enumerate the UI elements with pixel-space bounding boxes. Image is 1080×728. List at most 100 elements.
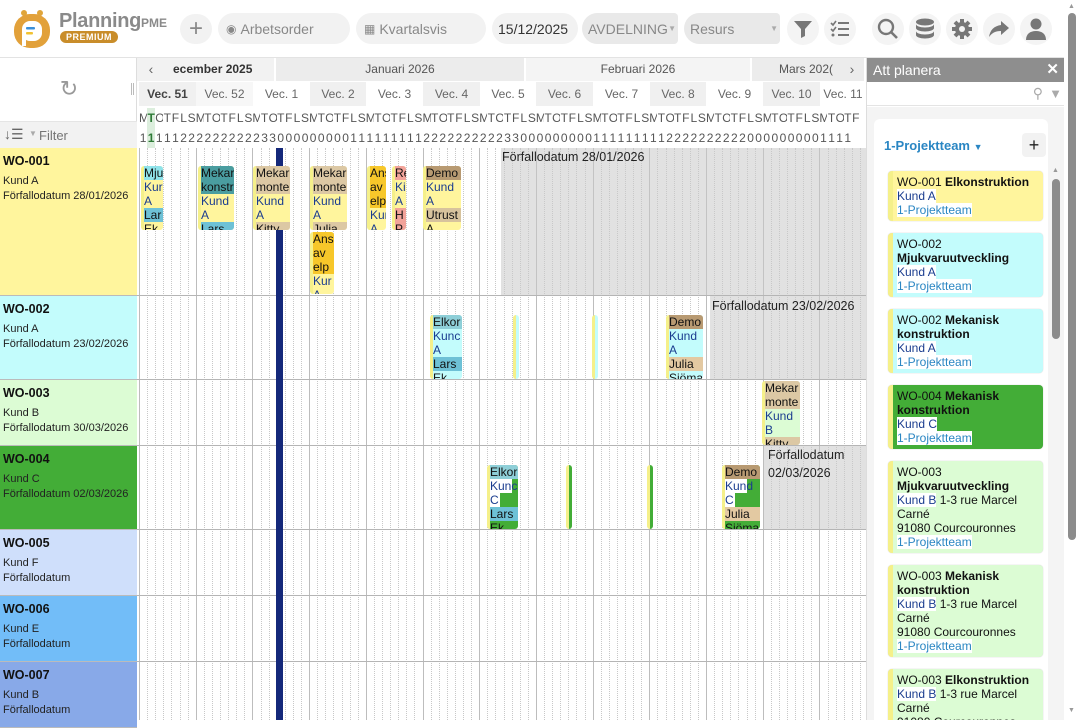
bar-text: Kitty — [256, 222, 290, 230]
resource-select[interactable]: Resurs ▼ — [684, 13, 780, 44]
day-letter: L — [180, 111, 187, 125]
database-button[interactable] — [909, 13, 941, 45]
work-order-row[interactable]: WO-002 Kund A Förfallodatum 23/02/2026 — [0, 296, 137, 380]
work-order-row[interactable]: WO-005 Kund F Förfallodatum — [0, 530, 137, 596]
task-bar[interactable]: ReKiAHP — [392, 166, 406, 230]
day-number: 2 — [196, 131, 204, 145]
work-order-row[interactable]: WO-004 Kund C Förfallodatum 02/03/2026 — [0, 446, 137, 530]
unplanned-task-card[interactable]: WO-002 Mjukvaruutveckling Kund A 1-Projekt… — [888, 233, 1043, 297]
day-letter: L — [407, 111, 414, 125]
task-bar[interactable]: Demo Kund A Julia Sjöma — [666, 315, 703, 379]
prev-period-icon[interactable]: ‹ — [148, 61, 154, 77]
period-selector[interactable]: ▦ Kvartalsvis — [356, 13, 486, 44]
work-order-row[interactable]: WO-001 Kund A Förfallodatum 28/01/2026 — [0, 148, 137, 296]
grid-line — [317, 148, 319, 720]
work-order-row[interactable]: WO-007 Kund B Förfallodatum — [0, 662, 137, 728]
day-letter: F — [511, 111, 520, 125]
task-bar[interactable]: Elkor Kunc A Lars Ek — [430, 315, 462, 379]
unplanned-task-card[interactable]: WO-003 Mjukvaruutveckling Kund B 1-3 rue … — [888, 461, 1043, 553]
chevron-down-icon[interactable]: ▼ — [29, 129, 37, 138]
bar-text: elp — [370, 194, 386, 208]
filter-button[interactable] — [787, 13, 819, 45]
day-number: 1 — [407, 131, 414, 145]
work-order-row[interactable]: WO-006 Kund E Förfallodatum — [0, 596, 137, 662]
task-bar[interactable] — [647, 465, 653, 529]
bar-text: C — [490, 493, 500, 507]
task-bar[interactable]: Demo Kund C Julia Sjöma — [722, 465, 760, 529]
day-number: 2 — [690, 131, 698, 145]
task-bar[interactable]: Mekar konstr Kund A Lars — [198, 166, 234, 230]
unplanned-task-card[interactable]: WO-001 Elkonstruktion Kund A 1-Projektteam — [888, 171, 1043, 221]
task-bar[interactable]: Mekar monte Kund B Kitty — [762, 381, 800, 445]
day-letter: M — [649, 111, 658, 125]
day-letter: L — [577, 111, 584, 125]
day-letter: M — [592, 111, 601, 125]
day-letter: F — [682, 111, 690, 125]
task-bar[interactable]: Mju Kur A Lar Ek — [141, 166, 163, 230]
refresh-icon[interactable]: ↻ — [59, 76, 79, 101]
work-order-row[interactable]: WO-003 Kund B Förfallodatum 30/03/2026 — [0, 380, 137, 446]
task-bar[interactable]: Mekar monte Kund A Kitty — [253, 166, 290, 230]
due-date: Förfallodatum 02/03/2026 — [3, 488, 129, 500]
sort-icon[interactable]: ↓☰ — [4, 126, 24, 142]
week-label: Vec. 8 — [650, 82, 706, 106]
panel-scrollbar[interactable]: ▲ ▼ — [1052, 167, 1060, 720]
search-button[interactable] — [872, 13, 904, 45]
due-date: Förfallodatum — [3, 638, 71, 650]
bar-text: Ans — [370, 166, 386, 180]
grid-line — [309, 148, 311, 720]
bar-text: Kunc — [490, 479, 518, 493]
filter-icon[interactable]: ▼ — [1049, 86, 1062, 101]
unplanned-task-card[interactable]: WO-003 Mekanisk konstruktion Kund B 1-3 r… — [888, 565, 1043, 657]
scroll-up-icon[interactable]: ▲ — [1052, 167, 1059, 174]
task-bar[interactable]: Elkor Kunc C Lars Ek — [487, 465, 518, 529]
main-scrollbar[interactable]: ▲ ▼ — [1064, 0, 1080, 720]
scrollbar-thumb[interactable] — [1052, 179, 1060, 339]
bar-text: A — [144, 194, 153, 208]
add-task-button[interactable]: + — [1022, 133, 1046, 157]
view-selector[interactable]: ◉ Arbetsorder — [218, 13, 350, 44]
scroll-up-icon[interactable]: ▲ — [1068, 3, 1075, 10]
left-header: ↻ ↓☰ ▼ — [0, 58, 137, 148]
share-button[interactable] — [983, 13, 1015, 45]
unplanned-task-card[interactable]: WO-002 Mekanisk konstruktion Kund A 1-Proj… — [888, 309, 1043, 373]
add-button[interactable]: + — [180, 14, 212, 44]
task-bar[interactable]: Demo Kund A Utrust A — [423, 166, 461, 230]
unplanned-task-card[interactable]: WO-003 Elkonstruktion Kund B 1-3 rue Marc… — [888, 669, 1043, 720]
grid-line — [179, 148, 181, 720]
next-period-icon[interactable]: › — [849, 61, 855, 77]
user-button[interactable] — [1020, 13, 1052, 45]
department-select-value: AVDELNING — [588, 20, 668, 37]
day-number: 1 — [366, 131, 374, 145]
unplanned-task-card[interactable]: WO-004 Mekanisk konstruktion Kund C 1-Proj… — [888, 385, 1043, 449]
close-icon[interactable]: ✕ — [1046, 61, 1059, 78]
checklist-button[interactable] — [824, 13, 856, 45]
week-label: Vec. 1 — [253, 82, 310, 106]
overdue-area — [710, 296, 866, 379]
panel-search-bar[interactable]: ⚲ ▼ — [867, 82, 1065, 106]
search-icon[interactable]: ⚲ — [1032, 85, 1043, 101]
scroll-down-icon[interactable]: ▼ — [1068, 707, 1075, 714]
settings-button[interactable] — [946, 13, 978, 45]
grid-line — [220, 148, 221, 720]
overdue-area — [501, 148, 866, 295]
filter-input[interactable] — [36, 123, 136, 147]
day-letter: T — [374, 111, 382, 125]
group-dropdown[interactable]: 1-Projektteam ▼ — [884, 138, 983, 153]
task-bar[interactable] — [566, 465, 572, 529]
task-bar[interactable] — [592, 315, 598, 379]
department-select[interactable]: AVDELNING ▼ — [582, 13, 678, 44]
row-divider — [137, 379, 866, 380]
due-date: Förfallodatum — [3, 704, 71, 716]
task-bar[interactable] — [513, 315, 519, 379]
scrollbar-thumb[interactable] — [1068, 13, 1076, 540]
day-letter: O — [438, 111, 447, 125]
date-field[interactable]: 15/12/2025 — [492, 13, 578, 44]
task-bar[interactable]: Mekar monte Kund A Julia — [310, 166, 347, 230]
grid-line — [560, 148, 562, 720]
resize-handle[interactable] — [131, 83, 134, 95]
grid-line — [859, 148, 861, 720]
bar-text: konstr — [201, 180, 234, 194]
